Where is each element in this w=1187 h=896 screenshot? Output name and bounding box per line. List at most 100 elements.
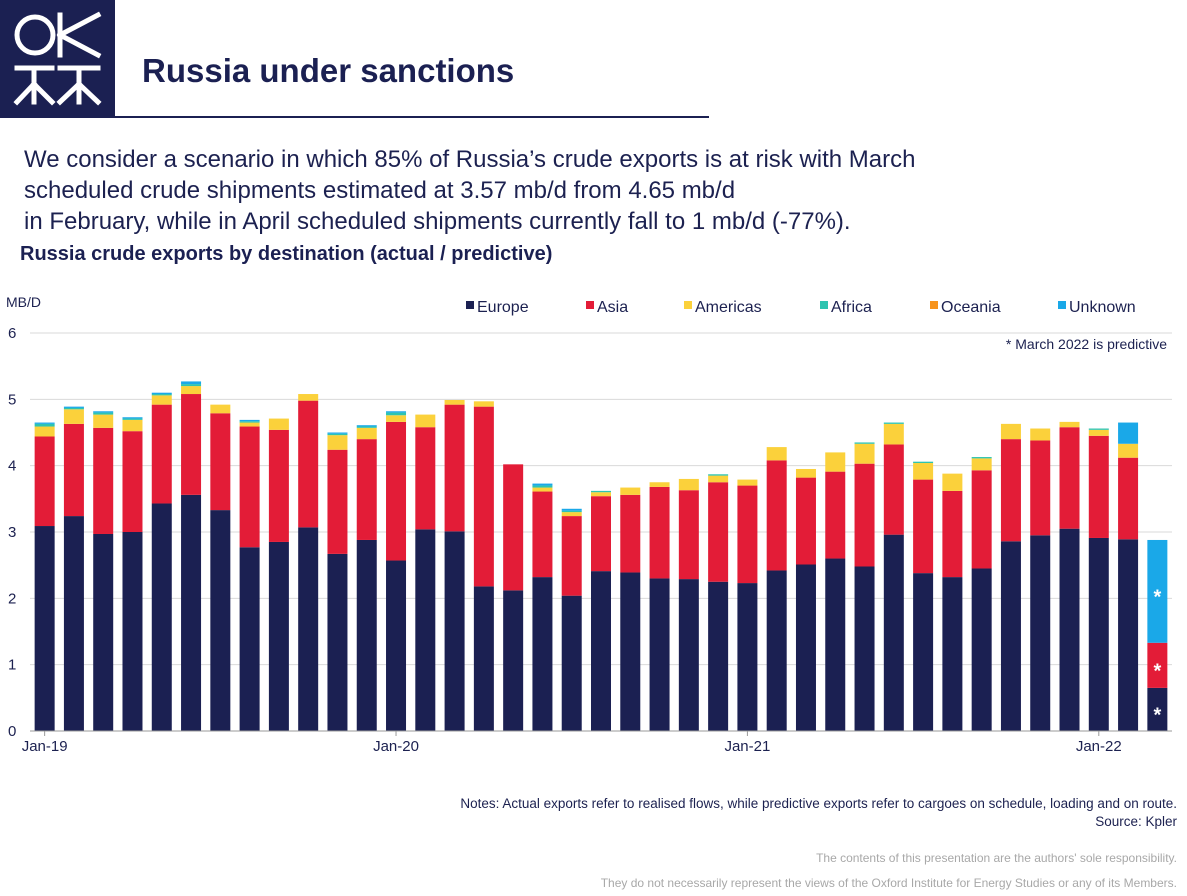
x-tick-label: Jan-20	[373, 738, 419, 755]
bar-segment	[181, 386, 202, 395]
bar-segment	[473, 406, 494, 587]
bar-segment	[591, 492, 611, 497]
bar-segment	[561, 510, 582, 513]
bar-segment	[649, 486, 670, 579]
bar-segment	[122, 532, 143, 731]
bar-segment	[532, 485, 553, 488]
page-title: Russia under sanctions	[142, 52, 515, 89]
bar-segment	[532, 483, 553, 486]
y-tick-label: 1	[8, 657, 16, 674]
bar-segment	[854, 463, 875, 567]
bar-segment	[239, 419, 260, 422]
bar-segment	[356, 439, 377, 540]
bar-segment	[737, 479, 758, 486]
bar-segment	[1088, 537, 1109, 731]
bar-segment	[591, 490, 611, 493]
bar-segment	[854, 443, 875, 464]
bar-segment	[386, 421, 407, 561]
bar-segment	[386, 411, 407, 413]
bar-segment	[444, 404, 465, 532]
bar-segment	[181, 394, 202, 495]
bar-segment	[1000, 541, 1021, 731]
bar-segment	[620, 494, 641, 573]
legend-swatch	[820, 301, 828, 309]
bar-segment	[151, 392, 172, 395]
bar-segment	[532, 487, 553, 492]
bar-segment	[181, 381, 202, 385]
bar-segment	[327, 435, 348, 450]
bar-segment	[268, 418, 289, 430]
bar-segment	[122, 417, 143, 419]
bar-segment	[298, 394, 319, 401]
y-tick-label: 0	[8, 723, 16, 740]
bar-segment	[620, 487, 641, 495]
legend-label: Americas	[695, 299, 762, 316]
bar-segment	[1059, 528, 1080, 731]
bar-segment	[825, 471, 846, 559]
y-tick-label: 5	[8, 391, 16, 408]
bar-segment	[386, 560, 407, 731]
bar-segment	[327, 449, 348, 554]
bar-segment	[854, 566, 875, 731]
bar-segment	[181, 384, 202, 387]
bar-segment	[708, 474, 729, 476]
bar-segment	[708, 475, 729, 483]
bar-segment	[942, 577, 963, 731]
bar-segment	[913, 573, 934, 731]
bar-segment	[181, 494, 202, 731]
bar-segment	[34, 422, 55, 424]
bar-segment	[1000, 423, 1021, 440]
legend-label: Europe	[477, 299, 529, 316]
bar-segment	[766, 447, 787, 461]
bar-segment	[327, 433, 348, 436]
bar-segment	[473, 401, 494, 407]
bar-segment	[561, 516, 582, 596]
bar-segment	[883, 534, 904, 731]
bar-segment	[532, 491, 553, 578]
bar-segment	[1118, 539, 1139, 731]
bar-segment	[1147, 642, 1168, 688]
x-tick-label: Jan-21	[724, 738, 770, 755]
bar-segment	[678, 490, 699, 580]
bar-segment	[34, 426, 55, 437]
bar-segment	[1118, 422, 1139, 444]
bar-segment	[210, 404, 231, 414]
bar-segment	[356, 426, 377, 428]
y-tick-label: 4	[8, 458, 16, 475]
bar-segment	[122, 431, 143, 532]
legend-swatch	[586, 301, 594, 309]
bar-segment	[913, 461, 934, 464]
bar-segment	[1030, 428, 1051, 441]
bar-segment	[151, 395, 172, 405]
legend-swatch	[684, 301, 692, 309]
chart-title: Russia crude exports by destination (act…	[20, 243, 553, 265]
oies-logo	[0, 0, 115, 118]
bar-segment	[620, 572, 641, 731]
intro-line: We consider a scenario in which 85% of R…	[24, 146, 916, 173]
source-text: Source: Kpler	[1095, 814, 1177, 829]
bar-segment	[1118, 443, 1139, 458]
bar-segment	[737, 583, 758, 731]
bar-segment	[913, 463, 934, 480]
bar-segment	[1030, 440, 1051, 536]
bar-segment	[708, 581, 729, 731]
intro-line: in February, while in April scheduled sh…	[24, 208, 851, 235]
bar-segment	[444, 531, 465, 731]
bar-segment	[63, 423, 84, 517]
disclaimer: The contents of this presentation are th…	[601, 846, 1177, 896]
legend-swatch	[1058, 301, 1066, 309]
intro-line: scheduled crude shipments estimated at 3…	[24, 177, 736, 204]
bar-segment	[913, 479, 934, 574]
y-axis-label: MB/D	[6, 294, 41, 310]
bar-segment	[415, 414, 436, 428]
disclaimer-line: The contents of this presentation are th…	[816, 851, 1177, 865]
bar-segment	[942, 490, 963, 578]
bar-segment	[854, 442, 875, 444]
y-tick-label: 2	[8, 590, 16, 607]
bar-segment	[591, 571, 611, 731]
bar-segment	[883, 444, 904, 535]
bar-segment	[561, 512, 582, 517]
bar-segment	[795, 468, 816, 478]
bar-segment	[825, 558, 846, 731]
bar-segment	[93, 414, 114, 428]
